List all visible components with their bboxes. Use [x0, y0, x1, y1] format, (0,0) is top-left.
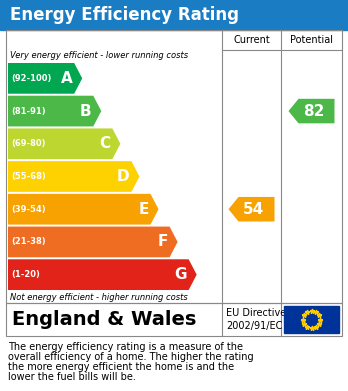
- Text: Very energy efficient - lower running costs: Very energy efficient - lower running co…: [10, 52, 188, 61]
- Text: E: E: [138, 202, 149, 217]
- Text: Current: Current: [233, 35, 270, 45]
- Text: (55-68): (55-68): [11, 172, 46, 181]
- Polygon shape: [8, 63, 82, 94]
- Polygon shape: [8, 259, 197, 290]
- Text: overall efficiency of a home. The higher the rating: overall efficiency of a home. The higher…: [8, 352, 254, 362]
- Text: (81-91): (81-91): [11, 107, 46, 116]
- Text: (69-80): (69-80): [11, 139, 46, 148]
- Text: EU Directive
2002/91/EC: EU Directive 2002/91/EC: [226, 308, 286, 331]
- Polygon shape: [8, 226, 177, 257]
- Text: Not energy efficient - higher running costs: Not energy efficient - higher running co…: [10, 292, 188, 301]
- Polygon shape: [229, 197, 275, 221]
- Text: England & Wales: England & Wales: [12, 310, 196, 329]
- Bar: [6, 30, 342, 303]
- Polygon shape: [288, 99, 334, 123]
- Text: A: A: [61, 71, 72, 86]
- Text: (1-20): (1-20): [11, 270, 40, 279]
- Text: F: F: [157, 235, 168, 249]
- Polygon shape: [8, 96, 101, 126]
- Polygon shape: [8, 194, 159, 224]
- Text: (39-54): (39-54): [11, 205, 46, 214]
- Text: 54: 54: [243, 202, 264, 217]
- Text: lower the fuel bills will be.: lower the fuel bills will be.: [8, 372, 136, 382]
- Polygon shape: [8, 128, 120, 159]
- Text: (21-38): (21-38): [11, 237, 46, 246]
- Bar: [6, 303, 342, 336]
- Text: B: B: [80, 104, 91, 118]
- Text: C: C: [99, 136, 110, 151]
- Text: D: D: [117, 169, 129, 184]
- Text: Energy Efficiency Rating: Energy Efficiency Rating: [10, 6, 239, 24]
- Polygon shape: [8, 161, 140, 192]
- Text: Potential: Potential: [290, 35, 333, 45]
- Text: the more energy efficient the home is and the: the more energy efficient the home is an…: [8, 362, 234, 372]
- Text: The energy efficiency rating is a measure of the: The energy efficiency rating is a measur…: [8, 342, 243, 352]
- Text: G: G: [174, 267, 187, 282]
- Text: 82: 82: [303, 104, 324, 118]
- Text: (92-100): (92-100): [11, 74, 52, 83]
- Bar: [284, 306, 339, 333]
- Bar: [0, 0, 348, 30]
